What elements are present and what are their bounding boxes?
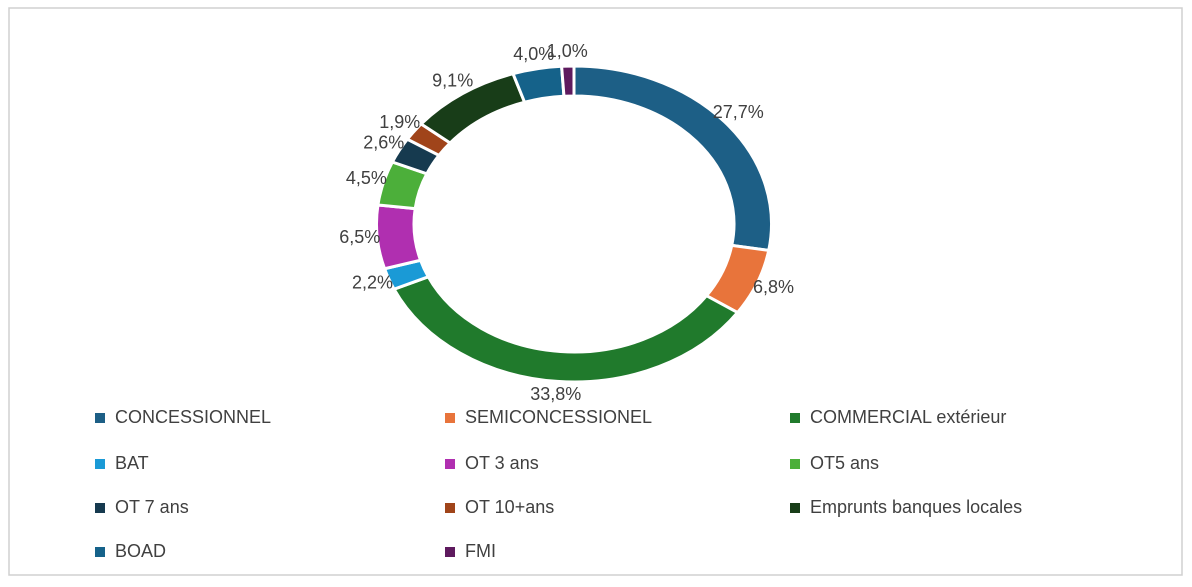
legend-label: COMMERCIAL extérieur [810,407,1006,427]
donut-segment [559,64,576,98]
legend-swatch [445,413,455,423]
legend-swatch [790,413,800,423]
chart-frame [8,7,1183,576]
data-label: 33,8% [530,384,581,404]
donut-segment [375,203,423,271]
data-label: 6,8% [753,277,794,297]
data-label: 4,5% [346,168,387,188]
data-label: 27,7% [713,102,764,122]
data-label: 6,5% [339,227,380,247]
legend-swatch [95,459,105,469]
legend-label: Emprunts banques locales [810,497,1022,517]
legend-label: OT5 ans [810,453,879,473]
data-label: 1,9% [379,112,420,132]
legend-swatch [445,547,455,557]
data-label: 1,0% [547,41,588,61]
legend-swatch [790,503,800,513]
legend-label: OT 10+ans [465,497,554,517]
legend-swatch [445,459,455,469]
data-label: 2,6% [363,133,404,153]
legend-swatch [445,503,455,513]
data-label: 9,1% [432,71,473,91]
legend-swatch [95,503,105,513]
legend-label: OT 7 ans [115,497,189,517]
legend-label: BOAD [115,541,166,561]
legend-label: FMI [465,541,496,561]
data-label: 2,2% [352,273,393,293]
legend-label: CONCESSIONNEL [115,407,271,427]
legend-swatch [95,547,105,557]
legend-label: BAT [115,453,149,473]
legend-swatch [790,459,800,469]
data-label: 4,0% [513,44,554,64]
legend-label: SEMICONCESSIONEL [465,407,652,427]
legend-label: OT 3 ans [465,453,539,473]
legend-swatch [95,413,105,423]
